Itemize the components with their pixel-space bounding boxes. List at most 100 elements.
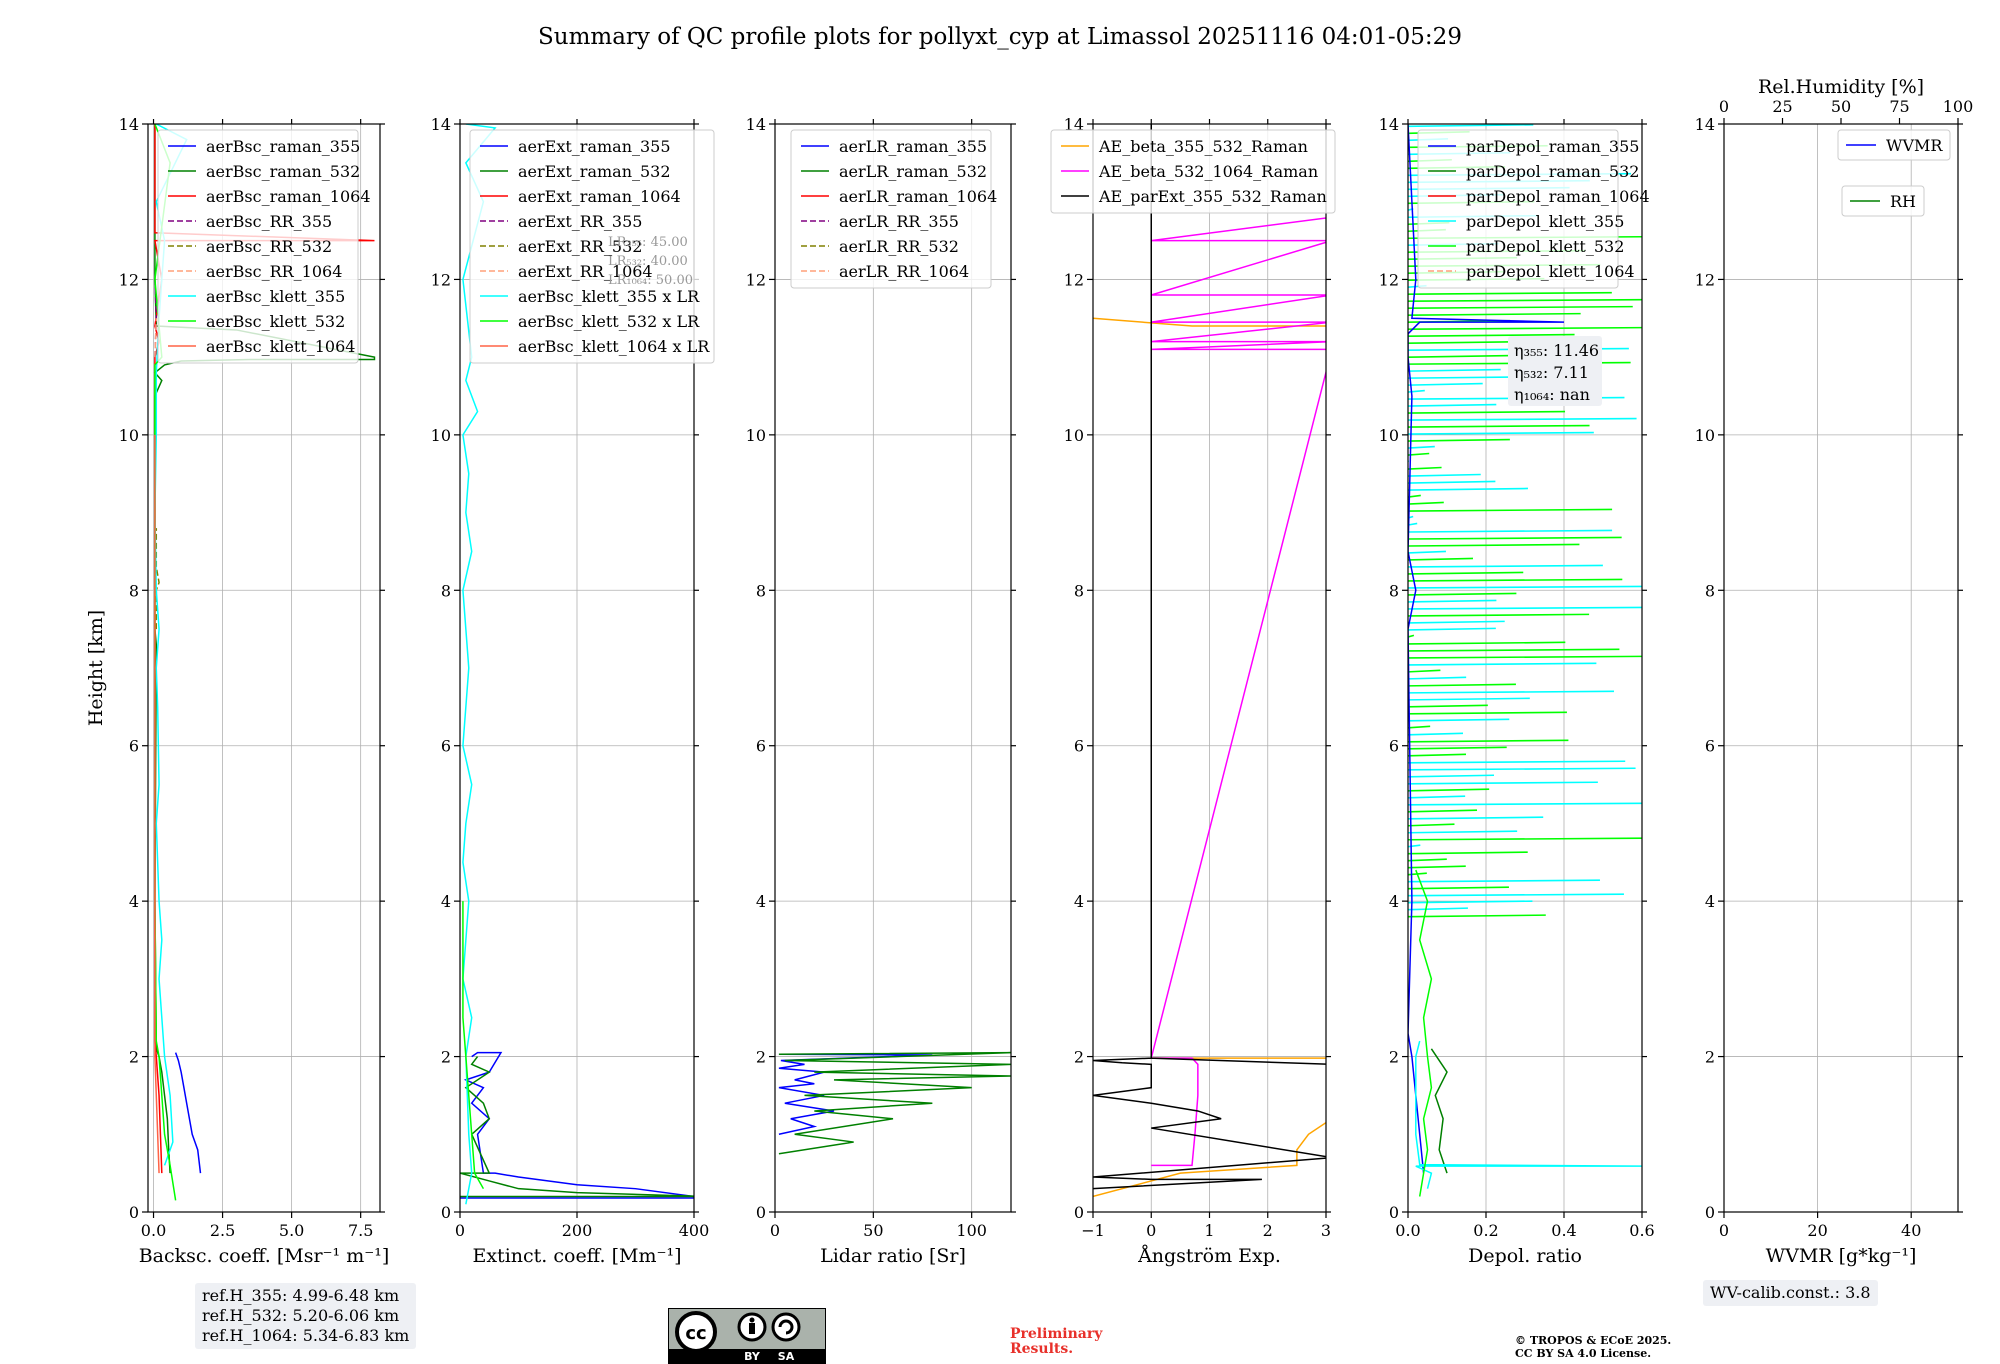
y-tick-label: 6 [1389, 737, 1399, 756]
x-tick-label: 200 [562, 1221, 593, 1240]
reference-height-box: ref.H_355: 4.99-6.48 km ref.H_532: 5.20-… [195, 1283, 416, 1349]
legend-label: aerBsc_klett_1064 x LR [518, 337, 710, 356]
x-tick-label: 0.2 [1473, 1221, 1498, 1240]
x-tick-label: 1 [1204, 1221, 1214, 1240]
depol-noise-spike [1408, 670, 1440, 672]
y-tick-label: 4 [1389, 892, 1399, 911]
y-tick-label: 2 [756, 1048, 766, 1067]
depol-noise-spike [1408, 705, 1488, 707]
series-AE_beta_355_532_Raman [1093, 318, 1332, 1196]
depol-noise-spike [1408, 467, 1442, 469]
depol-noise-spike [1408, 530, 1612, 532]
preliminary-line-1: Preliminary [1010, 1327, 1102, 1342]
x-axis-label: Backsc. coeff. [Msr⁻¹ m⁻¹] [139, 1245, 390, 1267]
depol-noise-spike [1408, 384, 1483, 386]
x-tick-label: 7.5 [348, 1221, 373, 1240]
y-tick-label: 2 [1389, 1048, 1399, 1067]
depol-noise-spike [1408, 649, 1619, 651]
y-tick-label: 4 [129, 892, 139, 911]
legend-label: AE_beta_355_532_Raman [1098, 137, 1308, 156]
share-alike-icon [773, 1314, 799, 1340]
y-tick-label: 6 [1705, 737, 1715, 756]
x-tick-label: 2 [1263, 1221, 1273, 1240]
badge-sa: SA [778, 1350, 795, 1363]
depol-noise-spike [1408, 558, 1473, 560]
series-parDepol_klett_355 [1416, 1041, 1642, 1189]
y-tick-label: 14 [431, 115, 451, 134]
wv-calib-const: WV-calib.const.: 3.8 [1710, 1283, 1871, 1303]
y-tick-label: 0 [1074, 1203, 1084, 1222]
depol-noise-spike [1408, 775, 1494, 777]
depol-noise-spike [1408, 845, 1420, 847]
lr-annotation: LR₅₃₂: 40.00 [608, 254, 688, 269]
y-tick-label: 10 [119, 426, 139, 445]
legend-label: aerExt_raman_355 [518, 137, 671, 156]
depol-noise-spike [1408, 663, 1596, 665]
x-tick-label: 0 [1146, 1221, 1156, 1240]
x-axis-label: Lidar ratio [Sr] [820, 1245, 966, 1267]
depol-noise-spike [1408, 125, 1533, 127]
series-aerBsc_raman_355 [176, 1053, 201, 1173]
svg-text:cc: cc [685, 1323, 706, 1344]
y-tick-label: 2 [441, 1048, 451, 1067]
depol-noise-spike [1408, 544, 1579, 546]
depol-noise-spike [1408, 838, 1646, 840]
depol-noise-spike [1408, 307, 1633, 309]
series-group [779, 1053, 1011, 1154]
depol-noise-spike [1408, 607, 1643, 609]
legend: parDepol_raman_355parDepol_raman_532parD… [1418, 130, 1650, 288]
depol-noise-spike [1408, 810, 1477, 812]
cc-license-badge: cc BY SA [668, 1308, 826, 1364]
depol-noise-spike [1408, 405, 1496, 407]
legend-label: AE_beta_532_1064_Raman [1098, 162, 1318, 181]
y-tick-label: 10 [1064, 426, 1084, 445]
depol-noise-spike [1408, 782, 1598, 784]
x-tick-label: −1 [1081, 1221, 1105, 1240]
depol-noise-spike [1408, 726, 1430, 728]
depol-noise-spike [1408, 740, 1568, 742]
top-x-axis-label: Rel.Humidity [%] [1758, 76, 1924, 98]
depol-noise-spike [1408, 768, 1636, 770]
depol-noise-spike [1408, 447, 1435, 449]
depol-noise-spike [1408, 635, 1414, 637]
series-aerExt_raman_532 [460, 1057, 706, 1197]
depol-noise-spike [1408, 488, 1528, 490]
depol-noise-spike [1408, 551, 1446, 553]
depol-noise-spike [1408, 824, 1454, 826]
y-tick-label: 6 [756, 737, 766, 756]
legend-label: parDepol_raman_1064 [1466, 187, 1650, 206]
y-tick-label: 12 [746, 270, 766, 289]
depol-noise-spike [1408, 684, 1516, 686]
legend: AE_beta_355_532_Raman AE_beta_532_1064_Ra… [1051, 130, 1335, 213]
depol-noise-spike [1408, 433, 1594, 435]
depol-noise-spike [1408, 908, 1468, 910]
legend-label: aerLR_raman_532 [839, 162, 987, 181]
lr-annotation: LR₁₀₆₄: 50.00 [608, 273, 693, 288]
legend-label: aerBsc_klett_532 [206, 312, 345, 331]
legend-label: aerBsc_klett_532 x LR [518, 312, 700, 331]
y-tick-label: 12 [431, 270, 451, 289]
y-tick-label: 4 [1074, 892, 1084, 911]
badge-by: BY [744, 1350, 761, 1363]
legend-label: aerExt_raman_1064 [518, 187, 681, 206]
legend-label: aerExt_raman_532 [518, 162, 671, 181]
depol-noise-spike [1408, 754, 1466, 756]
depol-noise-spike [1408, 789, 1489, 791]
depol-noise-spike [1408, 852, 1528, 854]
legend-label: aerBsc_raman_532 [206, 162, 360, 181]
depol-noise-spike [1408, 356, 1512, 358]
depol-noise-spike [1408, 698, 1530, 700]
eta-annotation: η₁₀₆₄: nan [1514, 385, 1590, 404]
legend-label: aerExt_RR_355 [518, 212, 642, 231]
y-tick-label: 8 [1389, 581, 1399, 600]
y-tick-label: 6 [1074, 737, 1084, 756]
y-tick-label: 4 [441, 892, 451, 911]
y-tick-label: 12 [1379, 270, 1399, 289]
depol-noise-spike [1408, 335, 1575, 337]
legend-label: aerLR_RR_532 [839, 237, 959, 256]
depol-noise-spike [1408, 880, 1600, 882]
